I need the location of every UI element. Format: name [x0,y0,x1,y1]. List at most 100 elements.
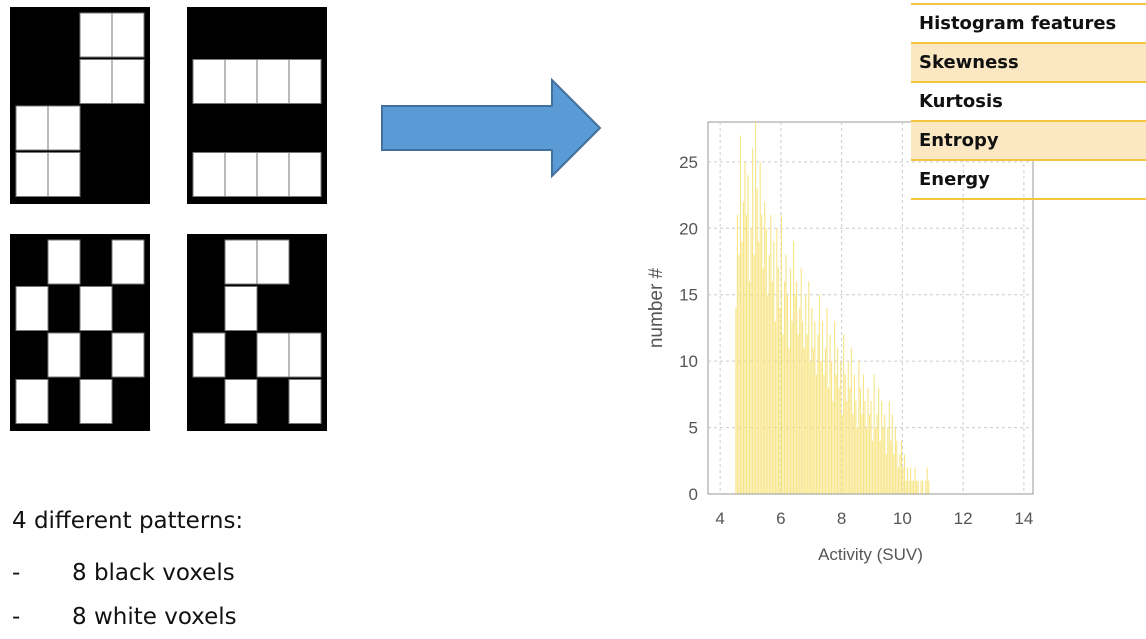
histogram-bar [768,254,770,494]
histogram-bar [744,161,746,494]
white-voxel [256,152,290,197]
histogram-bar [885,454,887,494]
histogram-features-table: Histogram features Skewness Kurtosis Ent… [911,3,1146,200]
white-voxel [224,59,258,104]
histogram-bar [890,440,892,494]
histogram-bar [899,454,901,494]
bullet-dash: - [12,604,21,630]
histogram-bar [805,294,807,494]
histogram-bar [864,401,866,494]
white-voxel [47,152,81,197]
white-voxel [79,379,113,424]
histogram-bar [794,294,796,494]
white-voxel [256,59,290,104]
histogram-bar [878,387,880,494]
histogram-bar [752,148,754,495]
histogram-bar [861,414,863,494]
white-voxel [79,286,113,331]
histogram-bar [758,241,760,494]
histogram-bar [855,401,857,494]
x-tick-label: 14 [1014,509,1033,528]
histogram-bar [765,228,767,494]
histogram-bar [891,414,893,494]
caption-item-1: - 8 black voxels [12,560,235,586]
histogram-bar [925,480,927,494]
white-voxel [15,105,49,151]
x-tick-label: 6 [776,509,785,528]
histogram-bar [802,321,804,494]
histogram-bar [773,241,775,494]
histogram-bar [738,254,740,494]
feature-entropy: Entropy [911,122,1146,161]
histogram-bar [832,401,834,494]
histogram-bar [867,387,869,494]
white-voxel [288,379,322,424]
histogram-bar [756,188,758,494]
pattern-grid-1 [15,12,145,197]
histogram-bar [913,480,915,494]
white-voxel [256,239,290,285]
histogram-bar [841,414,843,494]
histogram-bar [876,414,878,494]
histogram-bar [873,374,875,494]
histogram-bar [879,440,881,494]
histogram-bar [762,268,764,494]
histogram-bar [872,440,874,494]
histogram-bar [920,480,922,494]
white-voxel [111,59,145,104]
white-voxel [224,239,258,285]
white-voxel [111,12,145,58]
white-voxel [224,286,258,331]
histogram-bar [770,215,772,494]
histogram-bar [736,215,738,494]
right-arrow-icon [381,78,602,178]
histogram-bar [817,334,819,494]
y-tick-label: 25 [679,153,698,172]
voxel-pattern-1 [10,7,150,204]
feature-kurtosis: Kurtosis [911,83,1146,122]
histogram-bar [844,374,846,494]
white-voxel [256,332,290,378]
white-voxel [288,59,322,104]
white-voxel [15,152,49,197]
histogram-bar [916,480,918,494]
histogram-bar [826,308,828,494]
histogram-bar [755,122,757,494]
histogram-bar [824,347,827,494]
white-voxel [192,59,226,104]
white-voxel [47,105,81,151]
x-tick-label: 8 [837,509,846,528]
histogram-bar [852,414,854,494]
pattern-grid-4 [192,239,322,424]
white-voxel [224,379,258,424]
histogram-bar [796,281,798,494]
histogram-bar [831,361,833,494]
white-voxel [288,332,322,378]
histogram-bar [834,321,836,494]
histogram-bar [846,401,848,494]
white-voxel [15,379,49,424]
histogram-bar [917,480,919,494]
caption-title: 4 different patterns: [12,508,244,534]
histogram-bar [914,467,916,494]
histogram-bar [856,427,858,494]
x-tick-label: 4 [715,509,724,528]
histogram-bar [779,308,781,494]
histogram-bar [884,414,886,494]
histogram-bar [735,308,737,494]
histogram-bar [858,361,860,494]
histogram-bar [782,334,784,494]
histogram-bar [785,254,787,494]
histogram-bar [905,480,907,494]
y-tick-label: 15 [679,286,698,305]
white-voxel [47,239,81,285]
histogram-bar [753,254,755,494]
histogram-bar [788,347,790,494]
histogram-bar [894,427,896,494]
y-tick-label: 10 [679,352,698,371]
histogram-bar [747,175,749,494]
histogram-bar [742,201,745,494]
histogram-bar [818,294,820,494]
histogram-bar [870,401,872,494]
histogram-bar [881,401,883,494]
